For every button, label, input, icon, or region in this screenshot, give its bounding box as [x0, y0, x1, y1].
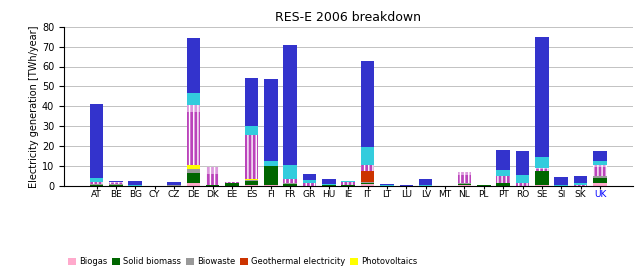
Bar: [497, 183, 510, 186]
Bar: [245, 181, 258, 185]
Bar: [593, 176, 607, 178]
Bar: [187, 165, 200, 169]
Bar: [593, 178, 607, 183]
Bar: [264, 161, 277, 166]
Bar: [516, 183, 529, 186]
Bar: [245, 185, 258, 186]
Bar: [497, 150, 510, 170]
Bar: [264, 167, 277, 185]
Y-axis label: Electricity generation [TWh/year]: Electricity generation [TWh/year]: [29, 25, 39, 188]
Bar: [555, 177, 568, 185]
Bar: [245, 180, 258, 181]
Bar: [89, 105, 104, 178]
Bar: [109, 184, 123, 185]
Bar: [458, 176, 471, 184]
Bar: [264, 79, 277, 161]
Bar: [89, 185, 104, 186]
Bar: [497, 170, 510, 176]
Bar: [109, 181, 123, 182]
Bar: [361, 183, 374, 184]
Bar: [516, 175, 529, 183]
Bar: [322, 184, 335, 185]
Bar: [206, 185, 219, 186]
Bar: [187, 38, 200, 93]
Bar: [458, 184, 471, 185]
Bar: [535, 169, 549, 171]
Bar: [303, 174, 316, 180]
Bar: [322, 185, 335, 186]
Bar: [245, 179, 258, 180]
Bar: [322, 179, 335, 184]
Bar: [535, 171, 549, 185]
Bar: [187, 93, 200, 105]
Bar: [419, 185, 433, 186]
Bar: [593, 161, 607, 165]
Bar: [206, 174, 219, 185]
Bar: [226, 182, 239, 183]
Bar: [458, 172, 471, 176]
Bar: [361, 171, 374, 182]
Bar: [303, 180, 316, 183]
Bar: [264, 166, 277, 167]
Bar: [574, 176, 587, 184]
Bar: [574, 185, 587, 186]
Bar: [264, 185, 277, 186]
Bar: [380, 185, 394, 186]
Bar: [109, 183, 123, 184]
Bar: [128, 185, 142, 186]
Bar: [245, 135, 258, 179]
Bar: [593, 165, 607, 167]
Bar: [419, 179, 433, 185]
Bar: [283, 165, 297, 179]
Bar: [535, 37, 549, 157]
Bar: [245, 126, 258, 135]
Bar: [206, 167, 219, 174]
Bar: [245, 78, 258, 126]
Bar: [341, 181, 355, 182]
Bar: [109, 185, 123, 186]
Bar: [361, 184, 374, 186]
Bar: [535, 185, 549, 186]
Bar: [361, 61, 374, 147]
Bar: [226, 183, 239, 186]
Bar: [535, 168, 549, 169]
Bar: [89, 178, 104, 182]
Bar: [593, 167, 607, 176]
Bar: [516, 151, 529, 175]
Bar: [380, 184, 394, 185]
Bar: [167, 182, 181, 185]
Bar: [89, 184, 104, 185]
Bar: [283, 179, 297, 183]
Bar: [187, 173, 200, 183]
Title: RES-E 2006 breakdown: RES-E 2006 breakdown: [275, 11, 421, 24]
Bar: [497, 176, 510, 183]
Bar: [187, 169, 200, 173]
Bar: [477, 185, 491, 186]
Bar: [89, 182, 104, 184]
Bar: [187, 105, 200, 112]
Bar: [593, 151, 607, 161]
Bar: [399, 185, 413, 186]
Bar: [187, 112, 200, 165]
Bar: [109, 182, 123, 183]
Bar: [128, 181, 142, 185]
Bar: [187, 183, 200, 186]
Bar: [574, 184, 587, 185]
Bar: [283, 45, 297, 165]
Bar: [341, 182, 355, 185]
Bar: [283, 184, 297, 186]
Bar: [458, 185, 471, 186]
Bar: [555, 185, 568, 186]
Bar: [593, 183, 607, 186]
Bar: [361, 147, 374, 165]
Bar: [341, 185, 355, 186]
Bar: [303, 183, 316, 186]
Bar: [361, 165, 374, 171]
Bar: [361, 182, 374, 183]
Bar: [283, 183, 297, 184]
Bar: [535, 157, 549, 168]
